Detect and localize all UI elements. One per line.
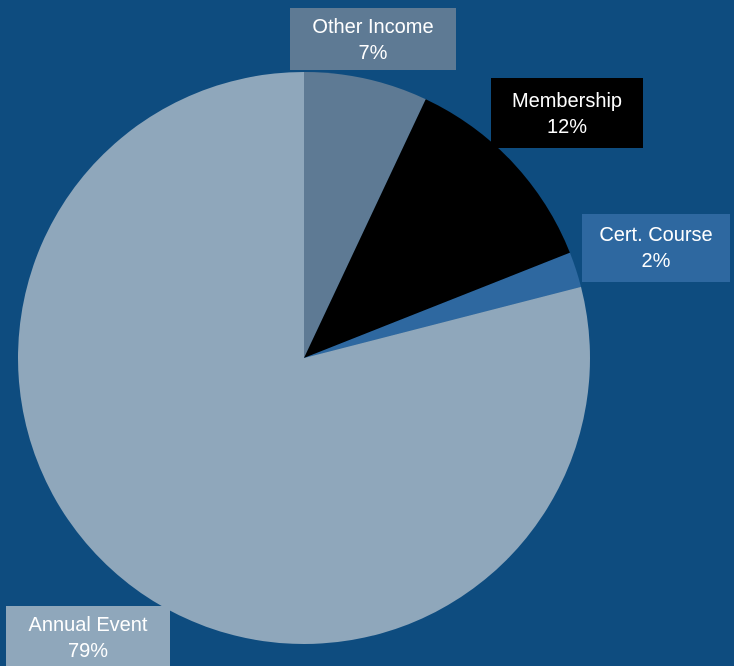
- slice-label-cert-course: Cert. Course 2%: [582, 214, 730, 282]
- slice-label-membership-name: Membership: [511, 90, 623, 112]
- slice-label-annual-event: Annual Event 79%: [6, 606, 170, 666]
- pie-slice-membership: [304, 99, 570, 358]
- slice-label-membership: Membership 12%: [491, 78, 643, 148]
- pie-slice-annual-event: [17, 72, 590, 644]
- slice-label-annual-event-value: 79%: [67, 640, 109, 662]
- slice-label-membership-value: 12%: [546, 116, 588, 138]
- slice-label-other-income-value: 7%: [358, 42, 388, 64]
- pie-slice-other-income: [304, 72, 426, 358]
- slice-label-other-income-name: Other Income: [312, 16, 434, 38]
- slice-label-annual-event-name: Annual Event: [28, 614, 148, 636]
- slice-label-cert-course-name: Cert. Course: [599, 224, 713, 246]
- slice-label-cert-course-value: 2%: [641, 250, 671, 272]
- slice-label-other-income: Other Income 7%: [290, 8, 456, 70]
- pie-slice-cert-course: [304, 252, 582, 358]
